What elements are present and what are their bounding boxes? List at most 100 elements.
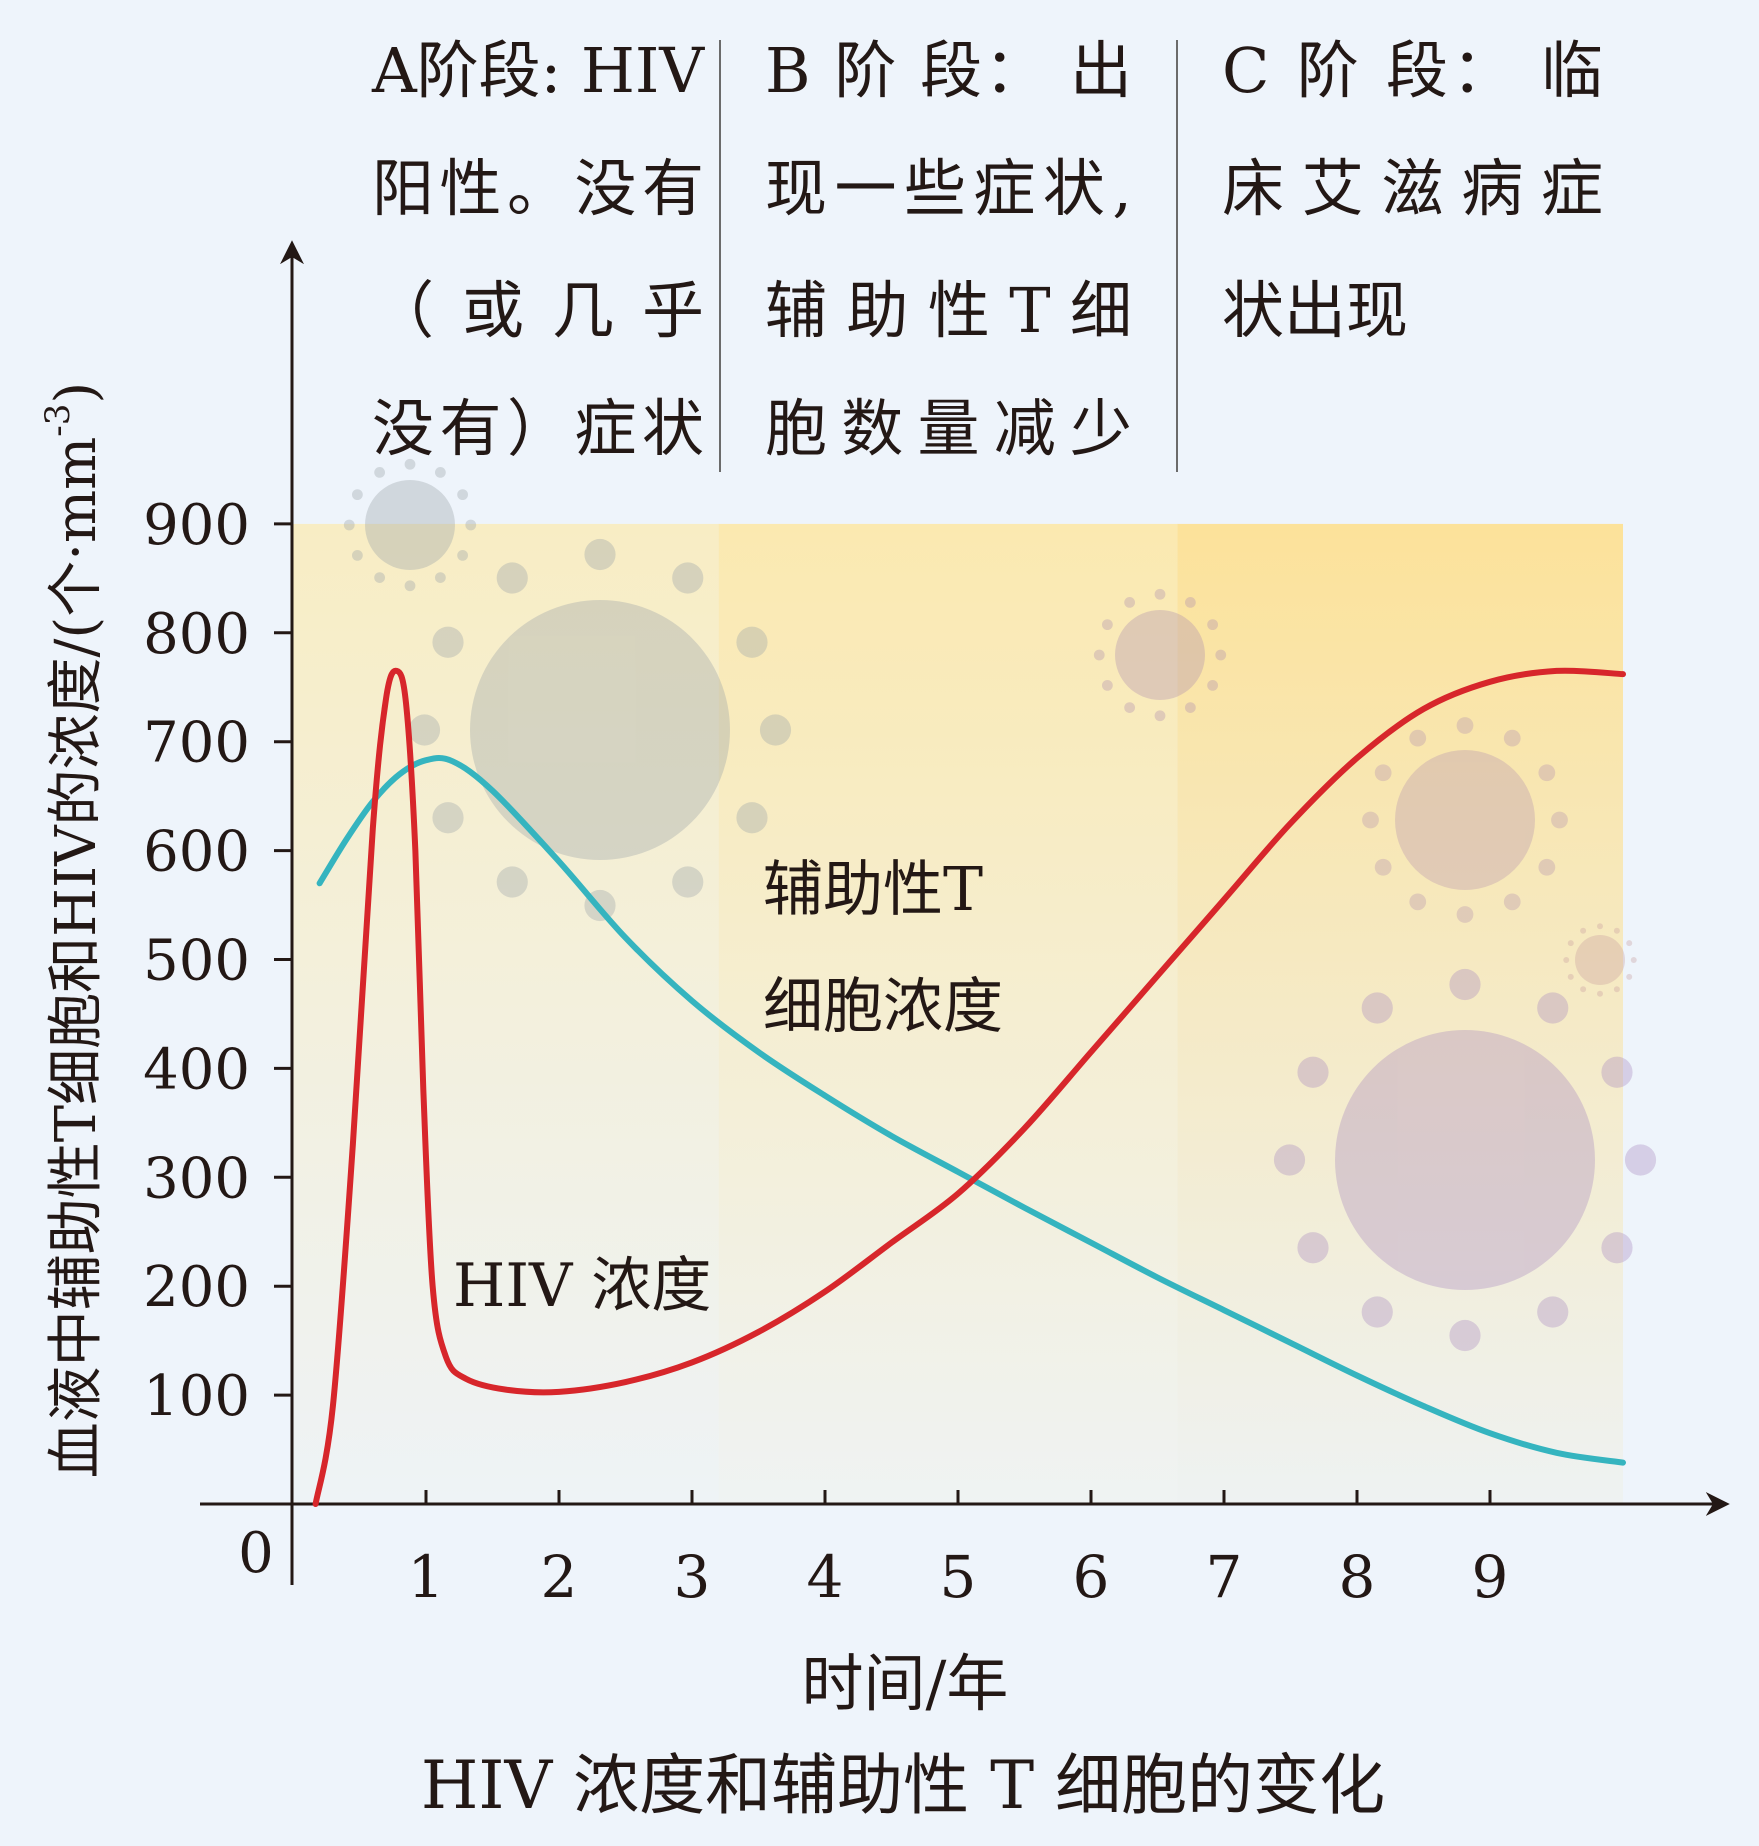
- virus-body: [1335, 1030, 1595, 1290]
- virus-spike: [1184, 702, 1196, 714]
- virus-spike: [374, 572, 386, 584]
- stage-b-text-line: 辅 助 性 T 细: [765, 274, 1132, 347]
- virus-spike: [1361, 992, 1393, 1024]
- t-cell-line: [316, 755, 1626, 1466]
- virus-spike: [1124, 702, 1136, 714]
- y-tick-label: 500: [143, 929, 250, 994]
- virus-spike: [1538, 858, 1556, 876]
- virus-spike: [1613, 986, 1620, 993]
- origin-label: 0: [238, 1521, 274, 1586]
- y-tick-label: 600: [143, 820, 250, 885]
- stage-c-text-line: 状出现: [1222, 274, 1408, 347]
- stage-b-text-line: 现一些症状,: [765, 152, 1132, 225]
- virus-spike: [351, 489, 363, 501]
- virus-spike: [496, 866, 528, 898]
- virus-spike: [434, 572, 446, 584]
- y-axis-title-close: ): [44, 382, 109, 404]
- virus-spike: [343, 519, 355, 531]
- virus-spike: [736, 626, 768, 658]
- virus-spike: [1361, 1296, 1393, 1328]
- x-tick-label: 3: [674, 1543, 711, 1611]
- virus-body: [1575, 935, 1625, 985]
- stage-a-text-line: 阳性。没有: [372, 152, 704, 225]
- virus-spike: [404, 580, 416, 592]
- virus-spike: [1567, 940, 1574, 947]
- stage-b-text-line: B 阶 段： 出: [765, 34, 1132, 107]
- stage-b-text-line: 胞数量减少: [765, 392, 1132, 465]
- chart-title: HIV 浓度和辅助性 T 细胞的变化: [421, 1747, 1385, 1824]
- virus-spike: [1297, 1232, 1329, 1264]
- virus-spike: [1101, 679, 1113, 691]
- virus-spike: [1374, 858, 1392, 876]
- y-tick-label: 300: [143, 1146, 250, 1211]
- virus-spike: [1626, 940, 1633, 947]
- y-axis-title-sup: -3: [38, 404, 78, 437]
- virus-icon: [1093, 588, 1227, 722]
- virus-spike: [351, 549, 363, 561]
- virus-spike: [1597, 923, 1603, 930]
- virus-spike: [432, 626, 464, 658]
- chart-labels: 辅助性T 细胞浓度 HIV 浓度 时间/年 HIV 浓度和辅助性 T 细胞的变化…: [38, 382, 1385, 1824]
- virus-icon: [1362, 717, 1568, 923]
- virus-spike: [1597, 990, 1603, 997]
- y-tick-label: 100: [143, 1364, 250, 1429]
- virus-spike: [1374, 764, 1392, 782]
- x-tick-label: 8: [1339, 1543, 1376, 1611]
- virus-spike: [1601, 1232, 1633, 1264]
- stage-a-text-line: A阶段: HIV: [371, 34, 705, 107]
- t-cell-label-line2: 细胞浓度: [763, 972, 1003, 1042]
- virus-spike: [1613, 927, 1620, 934]
- virus-spike: [1551, 811, 1568, 829]
- virus-spike: [1409, 893, 1427, 911]
- virus-icon: [408, 538, 792, 922]
- virus-spike: [1093, 649, 1105, 661]
- stage-b-background: [718, 523, 1178, 1504]
- virus-spike: [1601, 1056, 1633, 1088]
- x-tick-label: 6: [1073, 1543, 1110, 1611]
- x-axis-title: 时间/年: [802, 1647, 1009, 1720]
- virus-spike: [1503, 729, 1521, 747]
- y-tick-label: 800: [143, 602, 250, 667]
- y-tick-label: 400: [143, 1037, 250, 1102]
- virus-body: [470, 600, 730, 860]
- x-tick-label: 1: [408, 1543, 445, 1611]
- virus-spike: [1273, 1144, 1306, 1176]
- virus-spike: [1124, 596, 1136, 608]
- stage-backgrounds: [293, 523, 1623, 1504]
- x-tick-label: 5: [940, 1543, 977, 1611]
- virus-spike: [1449, 1319, 1481, 1352]
- virus-spike: [1630, 957, 1637, 963]
- stage-a-text-line: （ 或 几 乎: [372, 274, 704, 347]
- virus-spike: [374, 466, 386, 478]
- virus-spike: [434, 466, 446, 478]
- virus-body: [1395, 750, 1535, 890]
- virus-spike: [457, 549, 469, 561]
- virus-spike: [1184, 596, 1196, 608]
- hiv-label: HIV 浓度: [453, 1251, 711, 1321]
- virus-spike: [1567, 973, 1574, 980]
- axes: 1 2 3 4 5 6 7 8 9 100 200 300 400 500 600 700 800 900: [143, 240, 1730, 1611]
- virus-body: [1115, 610, 1205, 700]
- y-tick-label: 700: [143, 711, 250, 776]
- stage-a-text-line: 没有）症状: [372, 392, 704, 465]
- x-tick-label: 2: [541, 1543, 578, 1611]
- virus-spike: [1297, 1056, 1329, 1088]
- stage-c-text-line: C 阶 段： 临: [1222, 34, 1603, 107]
- stage-c-text-line: 床 艾 滋 病 症: [1222, 152, 1603, 225]
- virus-spike: [1563, 957, 1570, 963]
- virus-spike: [1624, 1144, 1657, 1176]
- stage-c-background: [1177, 523, 1623, 1504]
- x-tick-label: 9: [1472, 1543, 1509, 1611]
- virus-spike: [672, 562, 704, 594]
- virus-spike: [1154, 588, 1166, 600]
- virus-spike: [1538, 764, 1556, 782]
- virus-spike: [1449, 968, 1481, 1001]
- x-tick-label: 7: [1206, 1543, 1243, 1611]
- virus-spike: [1101, 619, 1113, 631]
- virus-body: [365, 480, 455, 570]
- virus-spike: [1503, 893, 1521, 911]
- y-axis-title: 血液中辅助性T细胞和HIV的浓度/(个·mm-3): [38, 382, 109, 1478]
- virus-spike: [1580, 927, 1587, 934]
